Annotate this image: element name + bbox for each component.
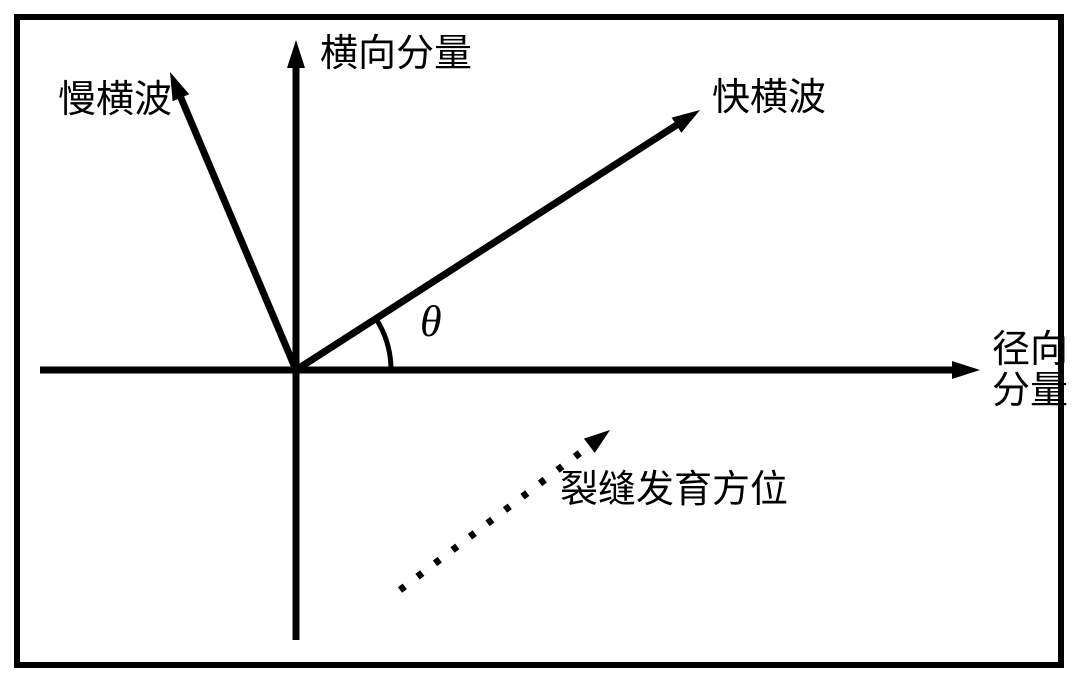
slow-shear-wave-label: 慢横波 [58,80,172,121]
y-axis-arrowhead [287,40,305,68]
x-axis-label: 径向 分量 [992,330,1068,412]
fracture-direction-arrowhead [584,430,610,453]
fracture-direction-line [400,438,600,590]
angle-arc [376,318,391,370]
slow-shear-wave-line [175,85,296,370]
slow-shear-wave-arrowhead [170,72,189,101]
y-axis-label: 横向分量 [320,34,472,75]
fracture-direction-label: 裂缝发育方位 [560,470,788,511]
fast-shear-wave-label: 快横波 [712,78,826,119]
x-axis-arrowhead [952,361,980,379]
angle-theta-symbol: θ [420,298,442,346]
fast-shear-wave-line [296,118,688,370]
